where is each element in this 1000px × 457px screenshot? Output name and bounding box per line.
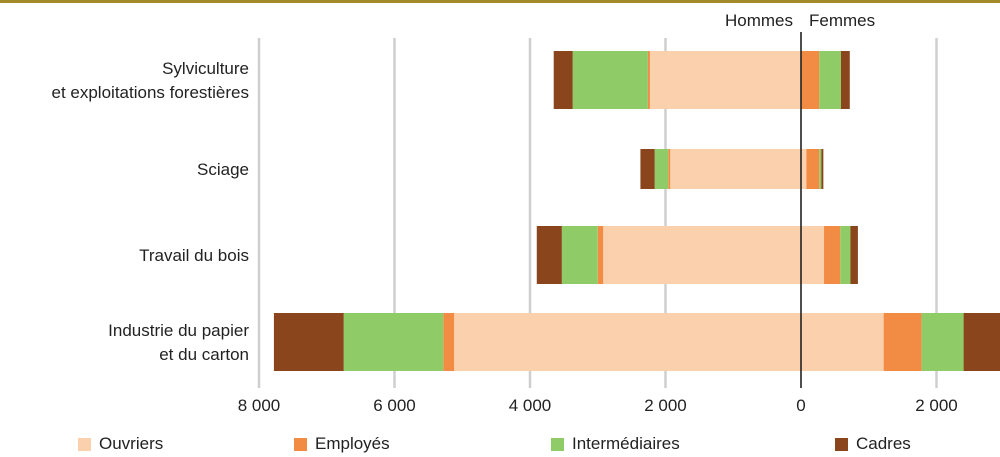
bar-femmes-cadres (850, 226, 858, 284)
bar-femmes-intermédiaires (840, 226, 851, 284)
bar-hommes-employés (443, 313, 455, 371)
x-tick-label: 8 000 (238, 396, 281, 415)
side-label-hommes: Hommes (725, 11, 793, 30)
x-tick-labels: 8 000 6 000 4 000 2 000 0 2 000 (238, 396, 958, 415)
legend-item-cadres: Cadres (835, 434, 911, 454)
legend-label: Employés (315, 434, 390, 453)
x-tick-label: 2 000 (915, 396, 958, 415)
category-label: et du carton (159, 345, 249, 364)
category-label: Sylviculture (162, 59, 249, 78)
bar-femmes-intermédiaires (819, 149, 822, 189)
legend-item-intermédiaires: Intermédiaires (551, 434, 680, 454)
legend-swatch (551, 437, 564, 451)
category-label: Industrie du papier (108, 321, 249, 340)
bar-femmes-employés (806, 149, 820, 189)
x-tick-label: 4 000 (509, 396, 552, 415)
bar-hommes-intermédiaires (343, 313, 444, 371)
top-rule (0, 0, 1000, 3)
bar-femmes-ouvriers (801, 313, 884, 371)
bar-hommes-intermédiaires (561, 226, 598, 284)
bar-femmes-ouvriers (801, 149, 807, 189)
bar-hommes-employés (668, 149, 671, 189)
bar-hommes-ouvriers (603, 226, 801, 284)
legend-item-ouvriers: Ouvriers (78, 434, 163, 454)
side-label-femmes: Femmes (809, 11, 875, 30)
bar-femmes-employés (824, 226, 841, 284)
legend-label: Intermédiaires (572, 434, 680, 453)
category-label: et exploitations forestières (52, 83, 250, 102)
x-tick-label: 0 (796, 396, 805, 415)
legend-swatch (294, 437, 307, 451)
legend-label: Ouvriers (99, 434, 164, 453)
bar-hommes-cadres (536, 226, 562, 284)
category-label: Sciage (197, 160, 249, 179)
bar-hommes-ouvriers (649, 51, 801, 109)
plot-area: Sylviculture et exploitations forestières… (52, 11, 1000, 415)
category-label: Travail du bois (139, 246, 249, 265)
bars (273, 51, 1000, 371)
bar-femmes-cadres (821, 149, 824, 189)
bar-hommes-cadres (273, 313, 344, 371)
bar-hommes-intermédiaires (654, 149, 669, 189)
bar-hommes-ouvriers (454, 313, 801, 371)
bar-hommes-employés (647, 51, 650, 109)
legend-swatch (835, 437, 848, 451)
bar-femmes-employés (883, 313, 922, 371)
bar-femmes-cadres (963, 313, 1000, 371)
bar-femmes-intermédiaires (819, 51, 841, 109)
category-labels: Sylviculture et exploitations forestières… (52, 59, 250, 364)
bar-hommes-cadres (553, 51, 573, 109)
bar-femmes-cadres (840, 51, 850, 109)
bar-hommes-cadres (640, 149, 655, 189)
bar-hommes-employés (597, 226, 604, 284)
legend: Ouvriers Employés Intermédiaires Cadres (0, 434, 1000, 456)
bar-femmes-employés (801, 51, 820, 109)
legend-item-employés: Employés (294, 434, 390, 454)
bar-hommes-intermédiaires (572, 51, 648, 109)
bar-femmes-intermédiaires (921, 313, 964, 371)
x-tick-label: 6 000 (373, 396, 416, 415)
bar-femmes-ouvriers (801, 226, 825, 284)
legend-swatch (78, 437, 91, 451)
x-tick-label: 2 000 (644, 396, 687, 415)
bar-hommes-ouvriers (670, 149, 801, 189)
legend-label: Cadres (856, 434, 911, 453)
